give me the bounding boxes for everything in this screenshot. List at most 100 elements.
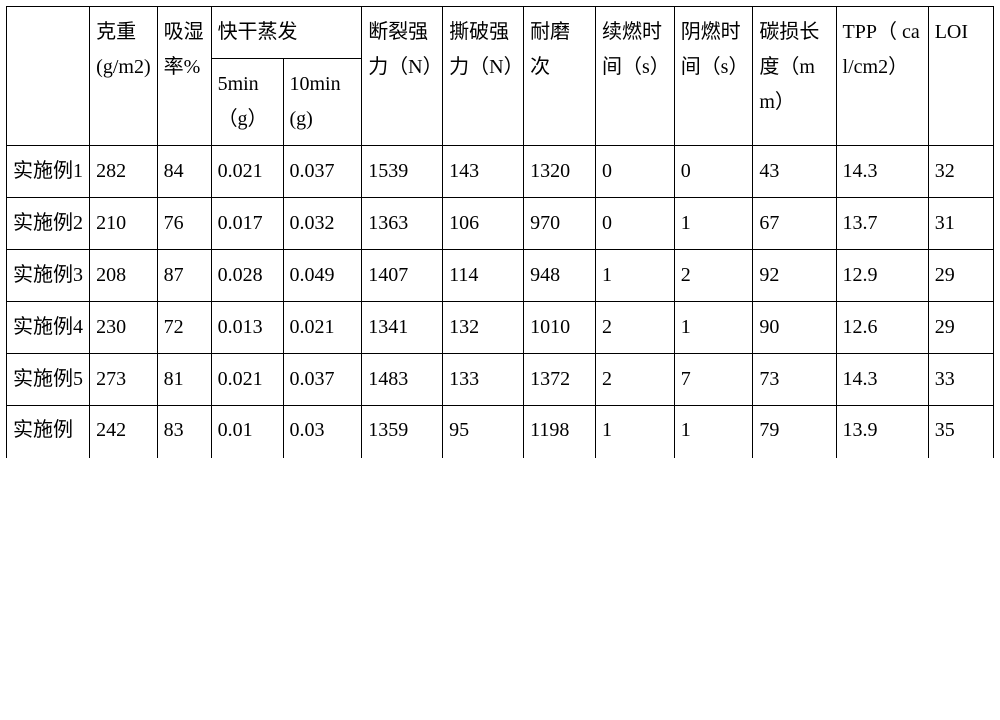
col-qd5: 5min（g） bbox=[211, 59, 283, 146]
cell-qd10: 0.049 bbox=[283, 250, 362, 302]
cell-char-length: 79 bbox=[753, 406, 836, 459]
cell-char-length: 43 bbox=[753, 146, 836, 198]
col-tpp: TPP（ cal/cm2） bbox=[836, 7, 928, 146]
col-char-length: 碳损长度（mm） bbox=[753, 7, 836, 146]
cell-qd10: 0.037 bbox=[283, 354, 362, 406]
table-row: 实施例3 208 87 0.028 0.049 1407 114 948 1 2… bbox=[7, 250, 994, 302]
cell-afterflame: 0 bbox=[596, 198, 675, 250]
cell-weight: 230 bbox=[90, 302, 157, 354]
table-row: 实施例4 230 72 0.013 0.021 1341 132 1010 2 … bbox=[7, 302, 994, 354]
cell-tear-strength: 132 bbox=[443, 302, 524, 354]
cell-break-strength: 1341 bbox=[362, 302, 443, 354]
cell-char-length: 67 bbox=[753, 198, 836, 250]
cell-label: 实施例 bbox=[7, 406, 90, 459]
data-table: 克重(g/m2) 吸湿率% 快干蒸发 断裂强力（N） 撕破强力（N） 耐磨次 续… bbox=[6, 6, 994, 458]
col-loi: LOI bbox=[928, 7, 993, 146]
col-moisture: 吸湿率% bbox=[157, 7, 211, 146]
cell-char-length: 73 bbox=[753, 354, 836, 406]
cell-moisture: 83 bbox=[157, 406, 211, 459]
col-break-strength: 断裂强力（N） bbox=[362, 7, 443, 146]
cell-break-strength: 1483 bbox=[362, 354, 443, 406]
col-weight: 克重(g/m2) bbox=[90, 7, 157, 146]
cell-qd10: 0.03 bbox=[283, 406, 362, 459]
cell-loi: 35 bbox=[928, 406, 993, 459]
cell-moisture: 81 bbox=[157, 354, 211, 406]
cell-loi: 32 bbox=[928, 146, 993, 198]
col-afterglow: 阴燃时间（s） bbox=[674, 7, 753, 146]
cell-afterglow: 2 bbox=[674, 250, 753, 302]
cell-tpp: 12.6 bbox=[836, 302, 928, 354]
cell-break-strength: 1407 bbox=[362, 250, 443, 302]
cell-qd5: 0.017 bbox=[211, 198, 283, 250]
header-row-1: 克重(g/m2) 吸湿率% 快干蒸发 断裂强力（N） 撕破强力（N） 耐磨次 续… bbox=[7, 7, 994, 59]
cell-afterflame: 1 bbox=[596, 250, 675, 302]
cell-tpp: 12.9 bbox=[836, 250, 928, 302]
cell-qd5: 0.021 bbox=[211, 354, 283, 406]
cell-afterglow: 1 bbox=[674, 302, 753, 354]
cell-tpp: 13.7 bbox=[836, 198, 928, 250]
cell-afterflame: 2 bbox=[596, 354, 675, 406]
cell-weight: 282 bbox=[90, 146, 157, 198]
cell-char-length: 92 bbox=[753, 250, 836, 302]
cell-char-length: 90 bbox=[753, 302, 836, 354]
cell-label: 实施例1 bbox=[7, 146, 90, 198]
cell-tpp: 13.9 bbox=[836, 406, 928, 459]
cell-abrasion: 948 bbox=[524, 250, 596, 302]
col-abrasion: 耐磨次 bbox=[524, 7, 596, 146]
table-row: 实施例 242 83 0.01 0.03 1359 95 1198 1 1 79… bbox=[7, 406, 994, 459]
cell-moisture: 87 bbox=[157, 250, 211, 302]
cell-afterflame: 2 bbox=[596, 302, 675, 354]
cell-weight: 208 bbox=[90, 250, 157, 302]
cell-qd5: 0.021 bbox=[211, 146, 283, 198]
cell-label: 实施例5 bbox=[7, 354, 90, 406]
cell-moisture: 84 bbox=[157, 146, 211, 198]
cell-qd10: 0.037 bbox=[283, 146, 362, 198]
col-qd10: 10min(g) bbox=[283, 59, 362, 146]
cell-tear-strength: 133 bbox=[443, 354, 524, 406]
cell-tear-strength: 143 bbox=[443, 146, 524, 198]
cell-loi: 29 bbox=[928, 250, 993, 302]
table-row: 实施例1 282 84 0.021 0.037 1539 143 1320 0 … bbox=[7, 146, 994, 198]
cell-afterflame: 0 bbox=[596, 146, 675, 198]
col-afterflame: 续燃时间（s） bbox=[596, 7, 675, 146]
cell-qd5: 0.013 bbox=[211, 302, 283, 354]
cell-weight: 242 bbox=[90, 406, 157, 459]
cell-afterglow: 1 bbox=[674, 198, 753, 250]
cell-break-strength: 1539 bbox=[362, 146, 443, 198]
cell-break-strength: 1359 bbox=[362, 406, 443, 459]
cell-loi: 31 bbox=[928, 198, 993, 250]
cell-qd10: 0.021 bbox=[283, 302, 362, 354]
cell-afterglow: 0 bbox=[674, 146, 753, 198]
col-tear-strength: 撕破强力（N） bbox=[443, 7, 524, 146]
table-row: 实施例2 210 76 0.017 0.032 1363 106 970 0 1… bbox=[7, 198, 994, 250]
table-row: 实施例5 273 81 0.021 0.037 1483 133 1372 2 … bbox=[7, 354, 994, 406]
cell-loi: 29 bbox=[928, 302, 993, 354]
cell-afterglow: 7 bbox=[674, 354, 753, 406]
cell-abrasion: 1198 bbox=[524, 406, 596, 459]
cell-afterflame: 1 bbox=[596, 406, 675, 459]
cell-label: 实施例2 bbox=[7, 198, 90, 250]
cell-weight: 210 bbox=[90, 198, 157, 250]
cell-tear-strength: 106 bbox=[443, 198, 524, 250]
cell-weight: 273 bbox=[90, 354, 157, 406]
col-quickdry: 快干蒸发 bbox=[211, 7, 362, 59]
cell-qd10: 0.032 bbox=[283, 198, 362, 250]
cell-abrasion: 1010 bbox=[524, 302, 596, 354]
cell-label: 实施例4 bbox=[7, 302, 90, 354]
cell-qd5: 0.01 bbox=[211, 406, 283, 459]
cell-afterglow: 1 bbox=[674, 406, 753, 459]
col-blank bbox=[7, 7, 90, 146]
cell-tpp: 14.3 bbox=[836, 354, 928, 406]
cell-tear-strength: 114 bbox=[443, 250, 524, 302]
cell-tear-strength: 95 bbox=[443, 406, 524, 459]
cell-abrasion: 970 bbox=[524, 198, 596, 250]
cell-qd5: 0.028 bbox=[211, 250, 283, 302]
cell-moisture: 76 bbox=[157, 198, 211, 250]
cell-tpp: 14.3 bbox=[836, 146, 928, 198]
cell-loi: 33 bbox=[928, 354, 993, 406]
cell-break-strength: 1363 bbox=[362, 198, 443, 250]
cell-abrasion: 1320 bbox=[524, 146, 596, 198]
cell-moisture: 72 bbox=[157, 302, 211, 354]
cell-label: 实施例3 bbox=[7, 250, 90, 302]
cell-abrasion: 1372 bbox=[524, 354, 596, 406]
